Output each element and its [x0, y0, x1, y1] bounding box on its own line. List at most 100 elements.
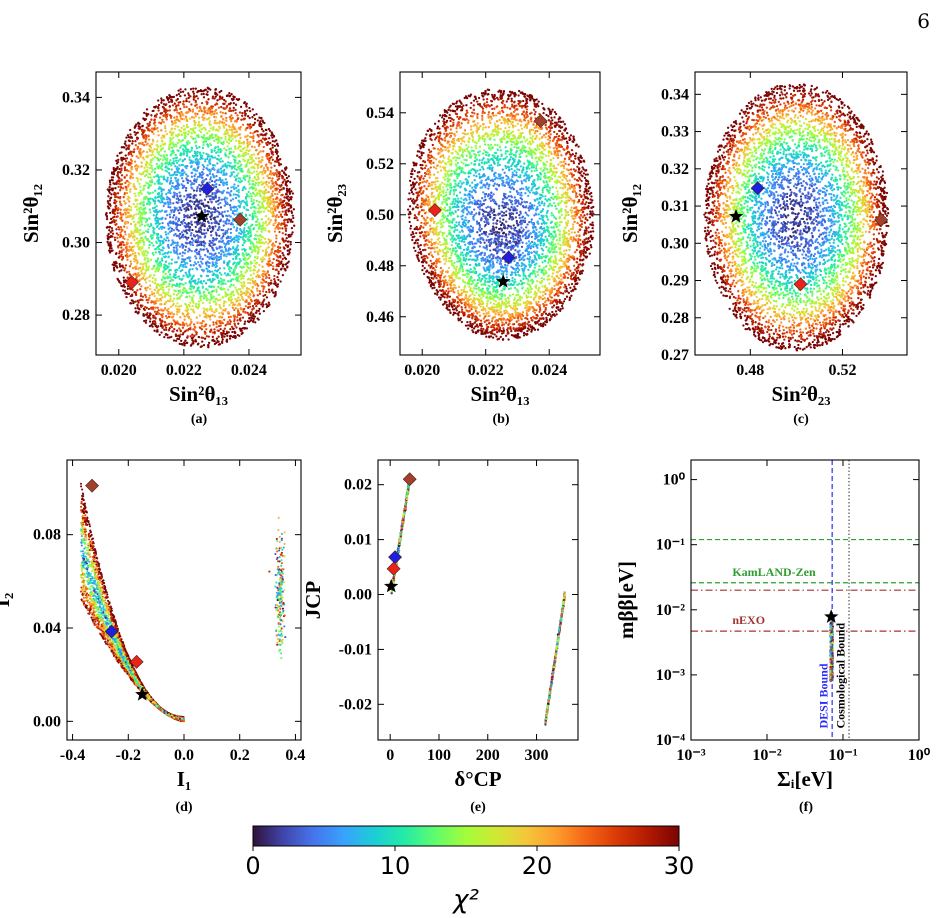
blue-diamond-marker: [104, 624, 119, 639]
colorbar-tick-label: 30: [664, 852, 695, 880]
y-tick-label: 10⁰: [663, 472, 686, 489]
y-tick-label: 0.27: [661, 347, 689, 364]
panel-caption: (f): [799, 800, 813, 815]
y-tick-label: 10⁻²: [656, 602, 685, 619]
y-tick-label: 0.33: [661, 124, 689, 141]
x-tick-label: 0.52: [828, 362, 856, 379]
blue-diamond-marker: [750, 181, 765, 196]
blue-diamond-marker: [501, 250, 516, 265]
scatter-cloud: [407, 88, 595, 341]
axes-frame: [690, 459, 920, 741]
y-tick-label: 0.29: [661, 273, 689, 290]
red-diamond-marker: [124, 275, 139, 290]
star-marker: [496, 274, 511, 288]
x-tick-label: 10⁻²: [752, 747, 781, 764]
y-tick-label: 0.28: [62, 307, 90, 324]
page-number: 6: [917, 9, 930, 33]
star-marker: [194, 208, 209, 223]
panel-1: 0.020 0.022 0.024 0.28 0.30 0.32 0.34 Sin²θ₁₃ Si…: [19, 71, 302, 427]
panel-5: 0 100 200 300 -0.02 -0.01 0.00 0.01 0.02 δ°CP JCP (…: [301, 459, 579, 815]
colorbar-tick-label: 20: [522, 852, 553, 880]
panel-caption: (d): [175, 800, 192, 815]
x-axis-label: Sin²θ₂₃: [771, 382, 830, 406]
red-diamond-marker: [129, 654, 144, 669]
x-tick-label: 0.0: [174, 747, 194, 764]
x-axis-label: δ°CP: [454, 767, 501, 791]
y-tick-label: 0.32: [661, 161, 689, 178]
x-tick-label: 0.4: [285, 747, 305, 764]
y-tick-label: 0.02: [344, 477, 372, 494]
y-tick-label: 0.30: [661, 235, 689, 252]
panel-6: KamLAND-Zen nEXO DESI Bound Cosmological Bo…: [614, 459, 931, 815]
y-tick-label: 0.08: [33, 527, 61, 544]
y-tick-label: 0.00: [344, 587, 372, 604]
y-tick-label: 0.04: [33, 620, 61, 637]
brown-diamond-marker: [874, 212, 889, 227]
y-tick-label: 10⁻⁴: [656, 732, 685, 749]
star-marker: [384, 578, 399, 593]
panel-caption: (c): [793, 412, 809, 427]
y-axis-label: Sin²θ₁₂: [618, 184, 642, 243]
x-tick-label: 200: [476, 747, 500, 764]
brown-diamond-marker: [402, 472, 417, 487]
y-tick-label: 0.01: [344, 532, 372, 549]
scatter-cloud: [104, 86, 296, 349]
y-tick-label: 10⁻³: [656, 667, 685, 684]
y-tick-label: 10⁻¹: [656, 537, 685, 554]
x-tick-label: 0.020: [404, 362, 440, 379]
panel-3: 0.48 0.52 0.27 0.28 0.29 0.30 0.31 0.32 0.33 0.34…: [618, 71, 908, 427]
red-diamond-marker: [793, 277, 808, 292]
axes-frame: [399, 71, 601, 356]
scatter-cloud: [79, 482, 287, 723]
colorbar-label: χ²: [451, 885, 479, 915]
panel-caption: (a): [191, 412, 208, 427]
y-tick-label: 0.48: [366, 258, 394, 275]
y-axis-label: JCP: [301, 581, 325, 620]
colorbar-gradient: [252, 825, 680, 847]
x-tick-label: 0: [386, 747, 394, 764]
annotation-2: nEXO: [732, 613, 765, 627]
x-tick-label: 0.022: [166, 362, 202, 379]
blue-diamond-marker: [200, 181, 215, 196]
y-tick-label: 0.34: [62, 89, 90, 106]
x-tick-label: 0.024: [531, 362, 567, 379]
y-tick-label: 0.54: [366, 105, 394, 122]
x-tick-label: -0.4: [60, 747, 85, 764]
annotation-4: Cosmological Bound: [834, 623, 848, 729]
x-axis-label: Σᵢ[eV]: [777, 767, 833, 791]
brown-diamond-marker: [533, 114, 548, 128]
x-tick-label: 10⁰: [908, 747, 931, 764]
brown-diamond-marker: [233, 212, 248, 227]
x-tick-label: 300: [525, 747, 549, 764]
red-diamond-marker: [386, 561, 401, 576]
red-diamond-marker: [427, 203, 442, 218]
axes-frame: [377, 459, 579, 741]
y-axis-label: mββ[eV]: [614, 561, 638, 639]
panel-2: 0.020 0.022 0.024 0.46 0.48 0.50 0.52 0.54 Sin²θ…: [323, 71, 601, 427]
colorbar: 0 10 20 30 χ²: [245, 825, 695, 915]
axes-frame: [95, 71, 302, 356]
scatter-cloud: [703, 83, 890, 352]
y-tick-label: 0.31: [661, 198, 689, 215]
y-axis-label: I₂: [0, 593, 14, 607]
y-tick-label: 0.30: [62, 235, 90, 252]
y-tick-label: 0.50: [366, 207, 394, 224]
colorbar-tick-label: 10: [380, 852, 411, 880]
x-tick-label: 0.024: [231, 362, 267, 379]
annotation-1: KamLAND-Zen: [732, 565, 816, 579]
y-tick-label: -0.02: [339, 696, 372, 713]
x-axis-label: Sin²θ₁₃: [470, 382, 529, 406]
x-tick-label: 0.48: [736, 362, 764, 379]
x-tick-label: 10⁻³: [676, 747, 705, 764]
x-tick-label: 100: [427, 747, 451, 764]
y-tick-label: 0.52: [366, 156, 394, 173]
y-axis-label: Sin²θ₁₂: [19, 184, 43, 243]
star-marker: [728, 209, 744, 223]
brown-diamond-marker: [85, 478, 99, 493]
x-tick-label: 0.2: [230, 747, 250, 764]
annotation-3: DESI Bound: [817, 663, 831, 728]
panel-4: -0.4 -0.2 0.0 0.2 0.4 0.00 0.04 0.08 I₁ I₂ (d): [0, 459, 305, 815]
y-tick-label: 0.28: [661, 310, 689, 327]
y-tick-label: 0.46: [366, 309, 394, 326]
